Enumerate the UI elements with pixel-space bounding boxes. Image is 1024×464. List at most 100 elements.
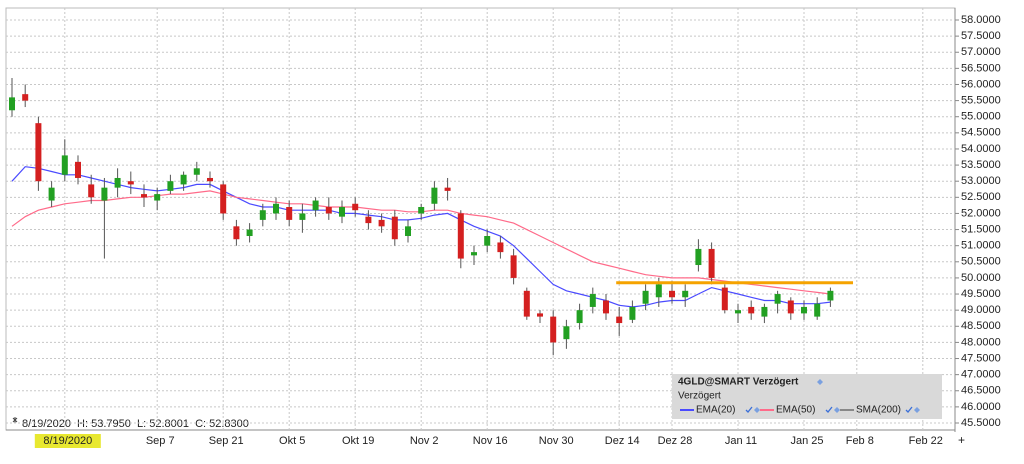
candle-body — [629, 306, 636, 320]
candle-body — [352, 203, 359, 211]
candle-body — [22, 94, 29, 101]
candle-body — [180, 174, 187, 185]
y-tick-label: 54.0000 — [961, 143, 1001, 155]
candle-body — [787, 300, 794, 314]
y-tick-label: 46.0000 — [961, 401, 1001, 413]
y-tick-label: 58.0000 — [961, 14, 1001, 26]
y-tick-label: 50.0000 — [961, 272, 1001, 284]
x-tick-label: Nov 2 — [410, 435, 439, 447]
y-tick-label: 57.0000 — [961, 46, 1001, 58]
candle-body — [101, 187, 108, 201]
candle-body — [154, 194, 161, 201]
candle-body — [721, 287, 728, 311]
candle-body — [286, 206, 293, 220]
legend-box — [672, 374, 942, 419]
candle-body — [550, 316, 557, 343]
y-tick-label: 45.5000 — [961, 417, 1001, 429]
candle-body — [801, 306, 807, 314]
legend-subtitle: Verzögert — [678, 391, 721, 402]
y-tick-label: 54.5000 — [961, 127, 1001, 139]
candle-body — [827, 290, 834, 301]
x-tick-label: Dez 28 — [658, 435, 693, 447]
candle-body — [444, 187, 451, 191]
candle-body — [431, 187, 438, 204]
x-tick-label: Feb 8 — [846, 435, 874, 447]
candle-body — [589, 294, 596, 307]
candle-body — [207, 177, 213, 182]
candle-body — [603, 300, 609, 314]
candle-body — [537, 313, 543, 317]
x-tick-label: 8/19/2020 — [43, 435, 92, 447]
candle-body — [735, 310, 741, 314]
candle-body — [510, 255, 517, 278]
x-tick-label: Nov 30 — [539, 435, 574, 447]
y-tick-label: 46.5000 — [961, 385, 1001, 397]
candle-body — [563, 326, 570, 340]
candle-body — [761, 306, 768, 317]
candle-body — [655, 284, 662, 298]
candle-body — [708, 248, 715, 278]
y-tick-label: 48.5000 — [961, 320, 1001, 332]
info-marker — [12, 417, 18, 423]
x-tick-label: Feb 22 — [909, 435, 943, 447]
x-tick-label: Sep 7 — [146, 435, 175, 447]
candle-body — [814, 303, 821, 317]
y-tick-label: 53.0000 — [961, 175, 1001, 187]
y-tick-label: 56.5000 — [961, 62, 1001, 74]
legend-label: SMA(200) — [856, 405, 901, 416]
x-tick-label: Dez 14 — [605, 435, 640, 447]
candle-body — [141, 194, 147, 198]
candle-body — [497, 242, 504, 253]
x-tick-label: Okt 5 — [279, 435, 305, 447]
x-tick-label: Sep 21 — [209, 435, 244, 447]
candle-body — [576, 310, 583, 324]
y-tick-label: 53.5000 — [961, 159, 1001, 171]
candle-body — [75, 161, 81, 178]
candle-body — [259, 210, 266, 220]
legend-icon — [914, 407, 920, 413]
y-tick-label: 48.0000 — [961, 336, 1001, 348]
y-tick-label: 55.5000 — [961, 95, 1001, 107]
y-tick-label: 49.0000 — [961, 304, 1001, 316]
x-tick-label: Nov 16 — [473, 435, 508, 447]
candle-body — [246, 229, 253, 237]
legend-check — [825, 406, 833, 413]
y-tick-label: 52.5000 — [961, 191, 1001, 203]
y-tick-label: 50.5000 — [961, 256, 1001, 268]
y-tick-label: 51.0000 — [961, 240, 1001, 252]
x-tick-label: Okt 19 — [342, 435, 374, 447]
candle-body — [471, 252, 477, 256]
x-tick-label: Jan 11 — [725, 435, 757, 447]
candle-body — [325, 206, 332, 214]
candle-body — [61, 155, 68, 175]
candle-body — [299, 213, 306, 220]
y-tick-label: 51.5000 — [961, 223, 1001, 235]
info-text: 8/19/2020 H: 53.7950 L: 52.8001 C: 52.83… — [22, 418, 249, 430]
candle-body — [405, 226, 411, 237]
legend-check — [745, 406, 753, 413]
candle-body — [642, 290, 649, 304]
candle-body — [378, 219, 385, 227]
candle-body — [312, 200, 319, 211]
candle-body — [616, 316, 623, 324]
y-tick-label: 56.0000 — [961, 78, 1001, 90]
y-tick-label: 49.5000 — [961, 288, 1001, 300]
legend-check — [905, 406, 913, 413]
candle-body — [484, 236, 491, 246]
candle-body — [193, 168, 200, 175]
y-tick-label: 47.0000 — [961, 369, 1001, 381]
candle-body — [669, 290, 675, 298]
candle-body — [748, 306, 755, 314]
legend-icon — [817, 379, 823, 385]
y-tick-label: 52.0000 — [961, 207, 1001, 219]
y-tick-label: 47.5000 — [961, 352, 1001, 364]
candle-body — [695, 248, 702, 266]
legend-label: EMA(20) — [696, 405, 735, 416]
candle-body — [88, 184, 95, 198]
axis-plus: + — [958, 433, 965, 447]
candle-body — [682, 290, 689, 298]
x-tick-label: Jan 25 — [790, 435, 823, 447]
candle-body — [523, 290, 530, 317]
candle-body — [339, 206, 345, 217]
